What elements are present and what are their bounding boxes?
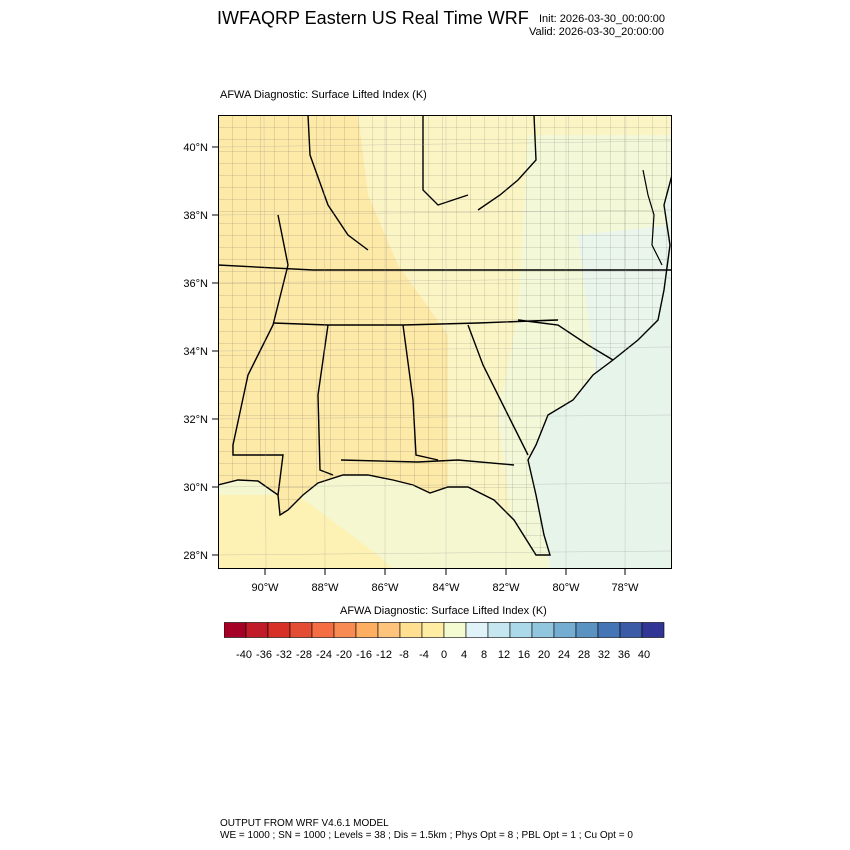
colorbar-label: 20 xyxy=(538,649,550,661)
colorbar-swatch xyxy=(245,622,269,638)
colorbar-label: -28 xyxy=(296,649,312,661)
colorbar-label: -24 xyxy=(316,649,332,661)
colorbar-title: AFWA Diagnostic: Surface Lifted Index (K… xyxy=(340,605,547,617)
colorbar-swatch xyxy=(509,622,533,638)
init-time: Init: 2026-03-30_00:00:00 xyxy=(539,13,665,25)
colorbar-swatch xyxy=(553,622,577,638)
colorbar-swatch xyxy=(355,622,379,638)
colorbar-label: -32 xyxy=(276,649,292,661)
colorbar-label: -20 xyxy=(336,649,352,661)
footer-config-info: WE = 1000 ; SN = 1000 ; Levels = 38 ; Di… xyxy=(220,830,633,841)
colorbar: -40 -36 -32 -28 -24 -20 -16 -12 -8 -4 0 4 8 12 16 20 24 2… xyxy=(224,622,665,661)
colorbar-swatch xyxy=(421,622,445,638)
colorbar-swatch xyxy=(311,622,335,638)
lon-label: 80°W xyxy=(552,582,580,594)
lon-label: 90°W xyxy=(251,582,279,594)
colorbar-swatch xyxy=(443,622,467,638)
colorbar-label: 24 xyxy=(558,649,570,661)
colorbar-swatch xyxy=(487,622,511,638)
colorbar-label: -16 xyxy=(356,649,372,661)
colorbar-swatch xyxy=(641,622,665,638)
lat-label: 38°N xyxy=(183,210,208,222)
colorbar-label: 12 xyxy=(498,649,510,661)
colorbar-swatch xyxy=(399,622,423,638)
colorbar-swatch xyxy=(267,622,291,638)
colorbar-label: -36 xyxy=(256,649,272,661)
coastline xyxy=(218,174,672,556)
lon-label: 82°W xyxy=(492,582,520,594)
map-panel xyxy=(218,115,672,569)
lon-label: 84°W xyxy=(432,582,460,594)
colorbar-label: 0 xyxy=(441,649,447,661)
valid-time: Valid: 2026-03-30_20:00:00 xyxy=(529,26,664,38)
colorbar-swatch xyxy=(619,622,643,638)
colorbar-label: 8 xyxy=(481,649,487,661)
main-title: IWFAQRP Eastern US Real Time WRF xyxy=(217,8,529,28)
colorbar-label: 4 xyxy=(461,649,467,661)
map-subtitle: AFWA Diagnostic: Surface Lifted Index (K… xyxy=(220,89,427,101)
lat-label: 28°N xyxy=(183,550,208,562)
lat-label: 34°N xyxy=(183,346,208,358)
lat-label: 32°N xyxy=(183,414,208,426)
colorbar-swatch xyxy=(333,622,357,638)
colorbar-swatch xyxy=(531,622,555,638)
footer-model-info: OUTPUT FROM WRF V4.6.1 MODEL xyxy=(220,818,389,829)
colorbar-label: -8 xyxy=(399,649,409,661)
colorbar-swatch xyxy=(465,622,489,638)
map-border xyxy=(218,115,672,569)
colorbar-label: 28 xyxy=(578,649,590,661)
colorbar-swatch xyxy=(224,622,247,638)
colorbar-swatch xyxy=(575,622,599,638)
colorbar-label: -12 xyxy=(376,649,392,661)
atlantic-ocean xyxy=(528,175,672,569)
state-borders xyxy=(218,115,672,496)
colorbar-label: -40 xyxy=(236,649,252,661)
colorbar-swatch xyxy=(377,622,401,638)
latitude-axis: 40°N 38°N 36°N 34°N 32°N 30°N 28°N xyxy=(183,142,218,562)
lon-label: 78°W xyxy=(611,582,639,594)
lon-label: 88°W xyxy=(311,582,339,594)
colorbar-swatch xyxy=(597,622,621,638)
colorbar-swatch xyxy=(289,622,313,638)
lat-label: 30°N xyxy=(183,482,208,494)
colorbar-label: 32 xyxy=(598,649,610,661)
lat-label: 36°N xyxy=(183,278,208,290)
graticule xyxy=(218,115,672,569)
longitude-axis: 90°W 88°W 86°W 84°W 82°W 80°W 78°W xyxy=(251,569,639,594)
lon-label: 86°W xyxy=(371,582,399,594)
gulf-warm-zone xyxy=(218,495,393,569)
colorbar-label: 36 xyxy=(618,649,630,661)
colorbar-label: 16 xyxy=(518,649,530,661)
chesapeake-bay xyxy=(642,169,663,266)
lat-label: 40°N xyxy=(183,142,208,154)
colorbar-label: -4 xyxy=(419,649,429,661)
colorbar-label: 40 xyxy=(638,649,650,661)
